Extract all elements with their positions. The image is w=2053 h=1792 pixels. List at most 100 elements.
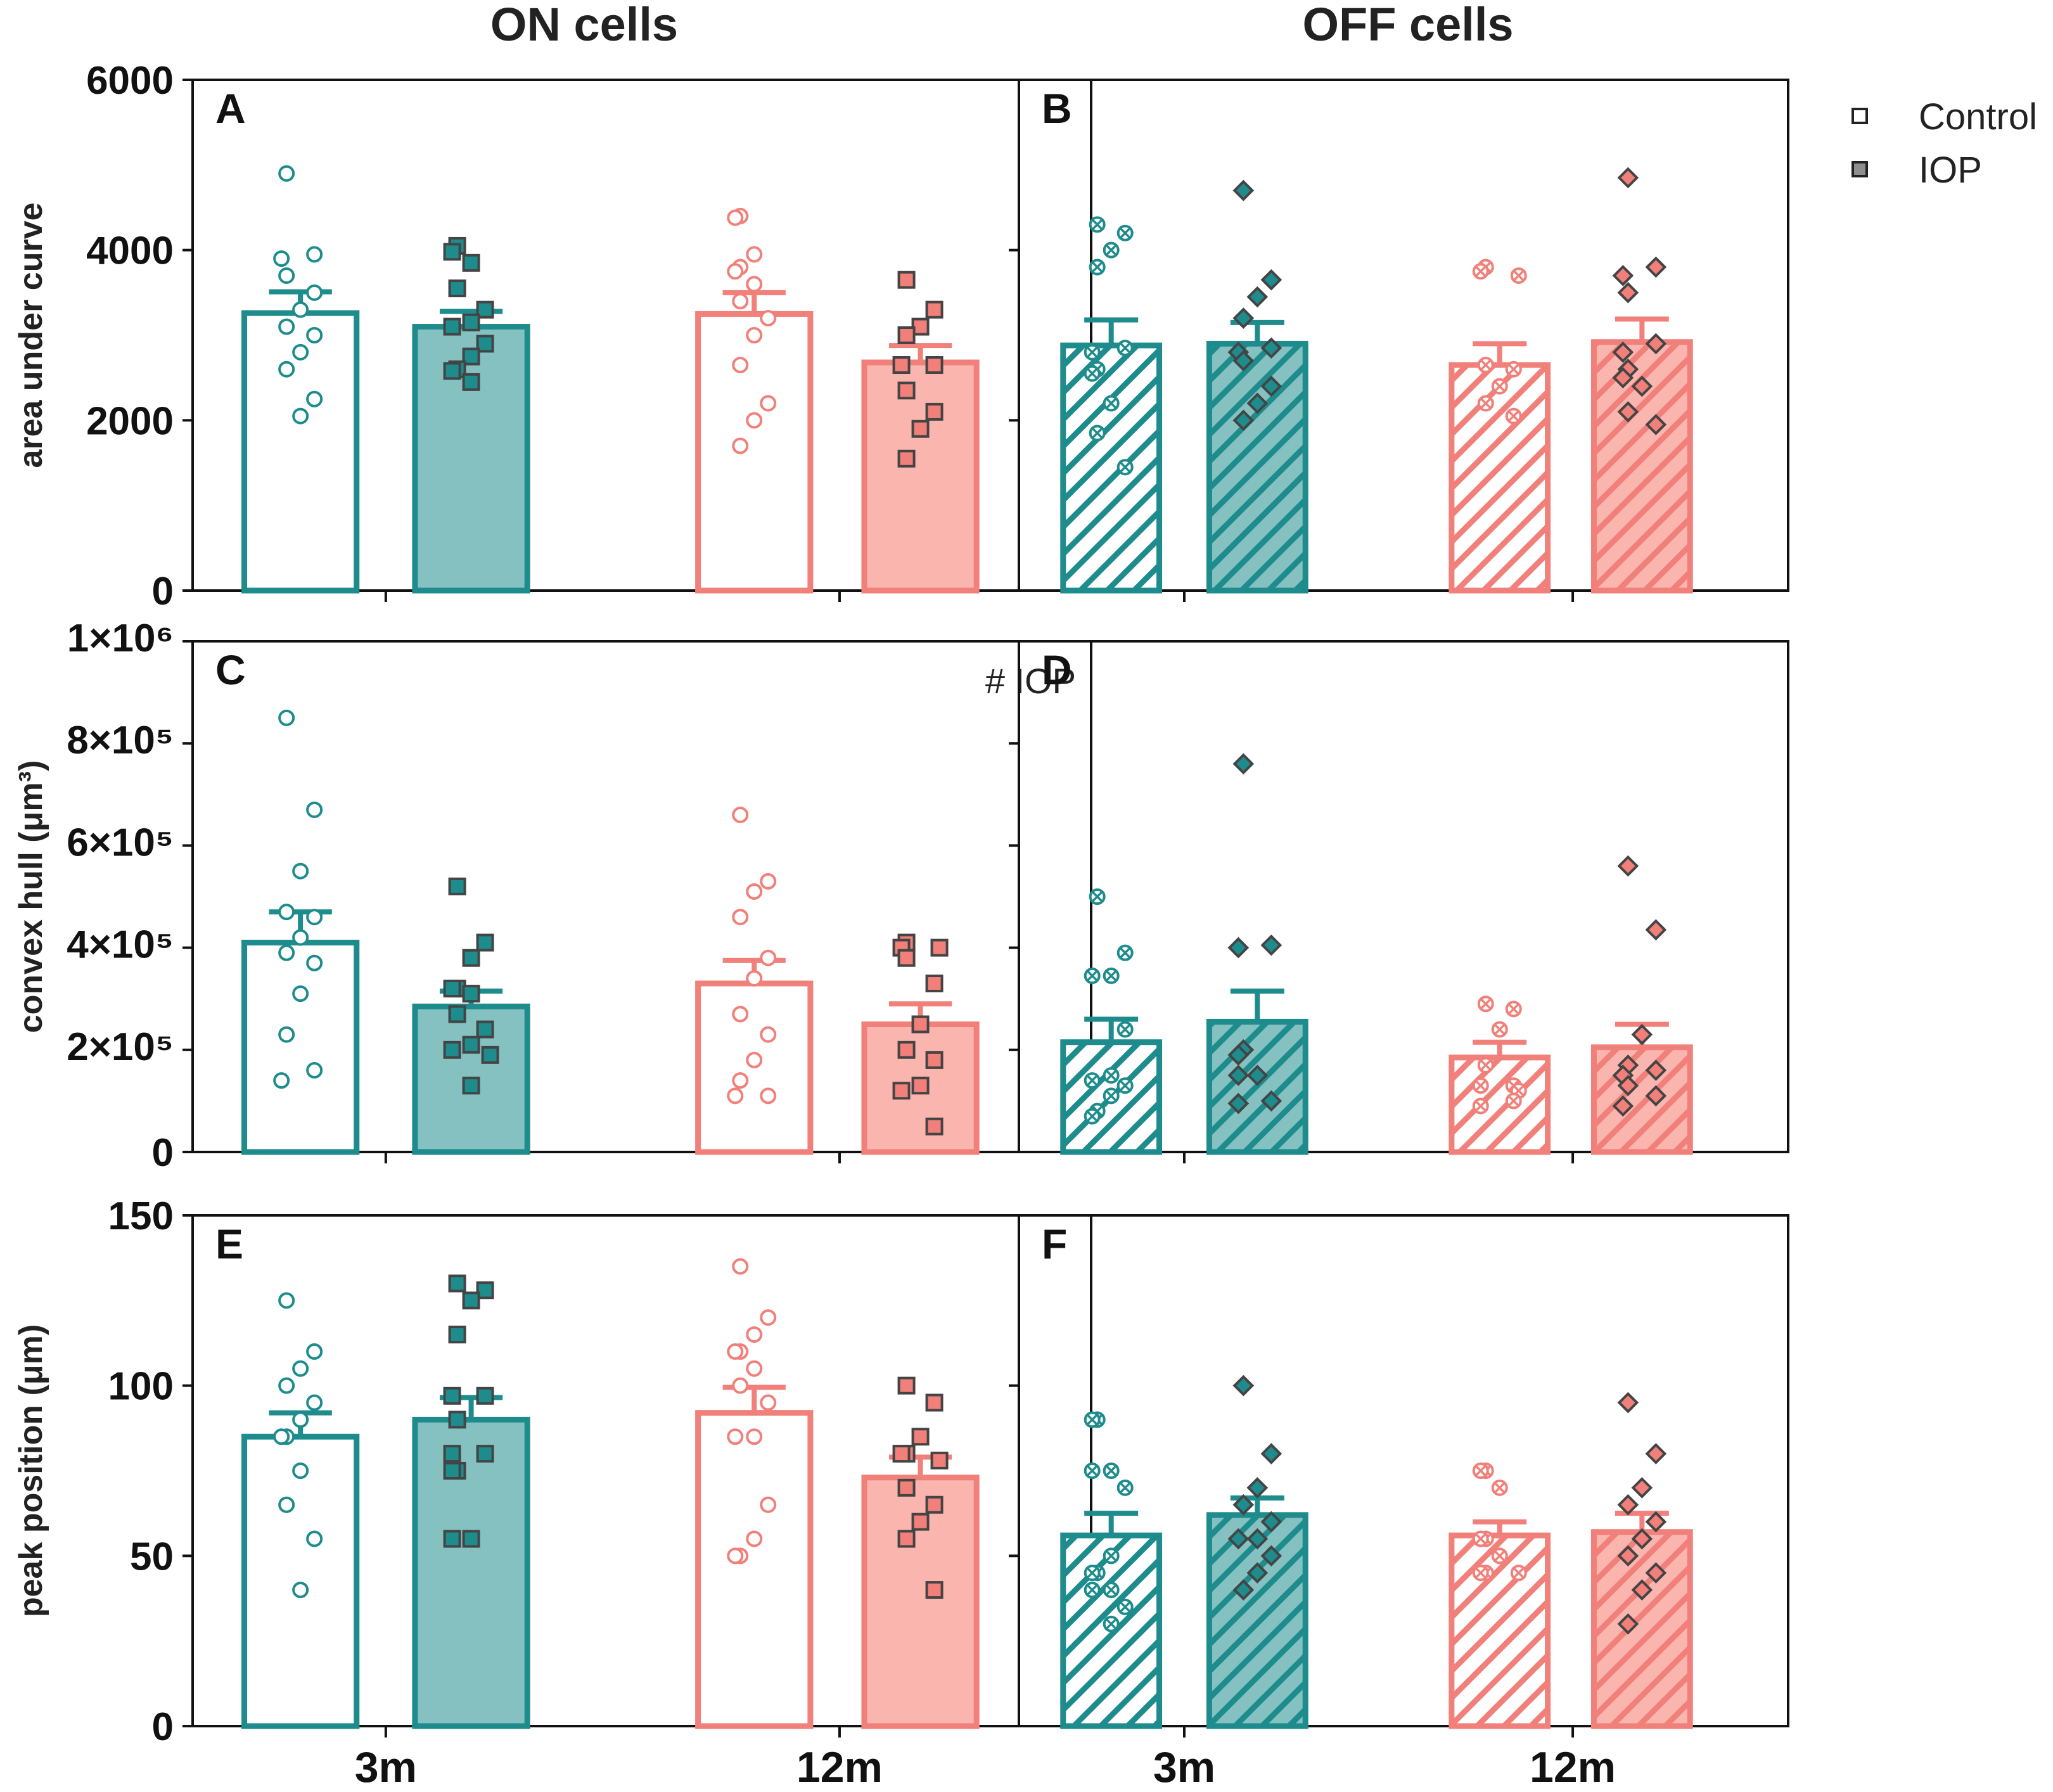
data-point <box>727 1547 744 1565</box>
data-point <box>1617 1392 1639 1414</box>
data-point <box>1645 1085 1667 1107</box>
panel-b: B <box>1009 79 1789 602</box>
data-point <box>1116 1077 1134 1094</box>
data-point <box>911 1513 930 1531</box>
data-point <box>462 313 480 331</box>
data-point <box>1505 1001 1522 1018</box>
data-point <box>925 975 943 993</box>
data-point <box>1612 1095 1634 1117</box>
data-point <box>1510 267 1527 284</box>
data-point <box>1084 1108 1101 1125</box>
data-point <box>443 1462 461 1480</box>
data-point <box>476 933 494 952</box>
data-point <box>1617 167 1639 189</box>
data-point <box>892 1082 911 1100</box>
data-point <box>1089 888 1106 905</box>
data-point <box>897 1478 916 1497</box>
data-point <box>292 1411 309 1428</box>
data-point <box>746 1530 763 1547</box>
bar-12m-control <box>1449 1532 1551 1729</box>
data-point <box>925 1495 943 1514</box>
x-tick-label: 3m <box>1153 1743 1215 1791</box>
data-point <box>1116 944 1134 961</box>
data-point <box>1227 1092 1250 1115</box>
data-point <box>930 938 949 957</box>
data-point <box>306 1394 323 1411</box>
bar-12m-control <box>695 310 814 594</box>
data-point <box>1084 365 1101 382</box>
data-point <box>746 970 763 987</box>
data-point <box>448 1326 466 1344</box>
data-point <box>462 1035 480 1054</box>
data-point <box>1260 337 1282 359</box>
data-point <box>746 327 763 343</box>
y-tick-label: 2000 <box>86 399 174 443</box>
bar-12m-control <box>695 1410 814 1729</box>
data-point <box>292 1582 309 1599</box>
x-tick-label: 12m <box>796 1743 883 1791</box>
data-point <box>1645 333 1667 355</box>
data-point <box>443 1040 461 1059</box>
data-point <box>1612 367 1634 388</box>
data-point <box>292 862 309 880</box>
data-point <box>1084 343 1101 361</box>
data-point <box>462 1530 480 1548</box>
data-point <box>1246 286 1269 308</box>
data-point <box>1227 1044 1250 1066</box>
bar-3m-iop <box>412 324 530 594</box>
data-point <box>897 449 916 468</box>
data-point <box>476 1445 494 1463</box>
data-point <box>448 1005 466 1023</box>
data-point <box>306 284 323 301</box>
data-point <box>481 1046 499 1064</box>
data-point <box>278 267 295 284</box>
data-point <box>1617 1545 1639 1567</box>
data-point <box>727 1087 744 1104</box>
data-point <box>462 1077 480 1095</box>
data-point <box>1631 1579 1653 1601</box>
data-point <box>746 412 763 429</box>
data-point <box>306 1343 323 1360</box>
data-point <box>1631 375 1653 397</box>
data-point <box>1505 407 1522 425</box>
data-point <box>1260 1545 1282 1567</box>
data-point <box>746 276 763 293</box>
data-point <box>1116 1021 1134 1038</box>
data-point <box>278 361 295 378</box>
data-point <box>1472 1530 1489 1547</box>
data-point <box>897 949 916 967</box>
y-tick-label: 50 <box>130 1535 174 1578</box>
data-point <box>746 1360 763 1377</box>
data-point <box>278 1496 295 1513</box>
data-point <box>306 390 323 407</box>
data-point <box>1260 1511 1282 1533</box>
bar-3m-iop <box>412 1416 530 1729</box>
data-point <box>1472 1077 1489 1094</box>
data-point <box>1491 378 1508 395</box>
data-point <box>760 395 777 412</box>
data-point <box>1505 1092 1522 1110</box>
y-tick-label: 8×10⁵ <box>67 719 174 762</box>
data-point <box>1227 1528 1250 1550</box>
data-point <box>278 318 295 335</box>
x-tick-label: 12m <box>1530 1743 1616 1791</box>
data-point <box>1103 1615 1120 1632</box>
data-point <box>1232 409 1255 432</box>
data-point <box>1645 1511 1667 1533</box>
panel-d: D <box>1009 640 1789 1163</box>
data-point <box>1246 1477 1269 1499</box>
data-point <box>760 1309 777 1326</box>
data-point <box>476 1020 494 1039</box>
legend: Control IOP <box>1852 96 2037 191</box>
data-point <box>1505 361 1522 378</box>
panel-letter: A <box>215 85 246 132</box>
data-point <box>897 1040 916 1059</box>
data-point <box>306 1530 323 1547</box>
data-point <box>273 1428 290 1445</box>
data-point <box>1645 1059 1667 1081</box>
y-tick-label: 6000 <box>86 59 174 103</box>
y-tick-label: 4×10⁵ <box>67 923 174 967</box>
panel-frame <box>1018 1214 1789 1727</box>
data-point <box>1645 1443 1667 1464</box>
data-point <box>760 1026 777 1043</box>
